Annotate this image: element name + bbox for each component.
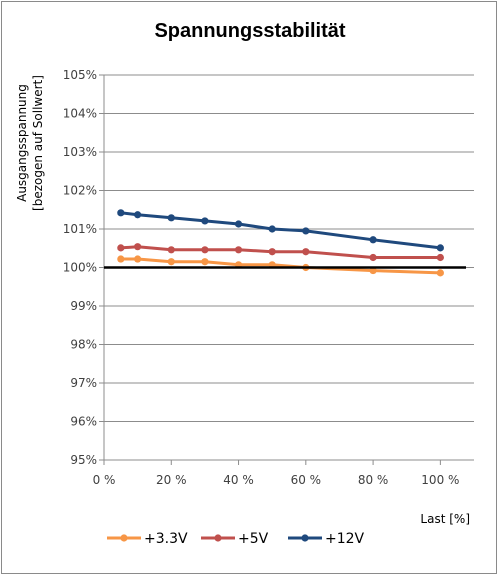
y-tick-labels: 95% 96% 97% 98% 99% 100% 101% 102% 103% 104% 105%	[63, 68, 97, 467]
data-point	[436, 253, 444, 262]
y-tick-label: 98%	[70, 338, 97, 352]
data-point	[302, 227, 310, 235]
x-tick-label: 40 %	[223, 473, 254, 487]
legend-item: +3.3V	[107, 531, 188, 547]
data-point	[134, 211, 142, 219]
data-point	[167, 214, 175, 222]
chart-title: Spannungsstabilität	[154, 20, 345, 42]
data-point	[369, 253, 377, 262]
data-point	[268, 225, 276, 233]
series-1	[117, 243, 444, 262]
legend-label: +3.3V	[144, 531, 188, 547]
y-tick-label: 103%	[63, 145, 97, 159]
y-tick-label: 97%	[70, 376, 97, 390]
y-tick-label: 99%	[70, 299, 97, 313]
y-tick-label: 102%	[63, 184, 97, 198]
data-point	[268, 248, 276, 256]
y-axis-label-line-2: [bezogen auf Sollwert]	[31, 75, 45, 211]
data-point	[117, 244, 125, 252]
legend-label: +12V	[325, 531, 365, 547]
x-tick-labels: 0 % 20 % 40 % 60 % 80 % 100 %	[93, 473, 460, 487]
data-point	[436, 244, 444, 252]
legend: +3.3V +5V +12V	[107, 531, 365, 547]
y-axis-label: Ausgangsspannung [bezogen auf Sollwert]	[15, 75, 45, 211]
y-tick-label: 101%	[63, 222, 97, 236]
data-point	[234, 246, 243, 254]
legend-item: +5V	[201, 531, 269, 547]
data-point	[134, 255, 142, 263]
legend-marker	[301, 534, 309, 542]
x-tick-label: 80 %	[358, 473, 389, 487]
axes	[103, 75, 474, 465]
data-point	[134, 243, 142, 251]
x-tick-label: 20 %	[156, 473, 187, 487]
y-tick-label: 105%	[63, 68, 97, 82]
data-point	[117, 209, 125, 217]
y-tick-label: 95%	[70, 453, 97, 467]
legend-label: +5V	[238, 531, 269, 547]
x-axis-label: Last [%]	[420, 512, 470, 526]
x-tick-label: 100 %	[421, 473, 459, 487]
data-point	[201, 258, 209, 266]
data-point	[436, 269, 444, 277]
data-point	[201, 217, 209, 225]
x-tick-label: 0 %	[93, 473, 116, 487]
data-point	[302, 248, 310, 256]
data-point	[167, 258, 175, 266]
series-layer	[117, 209, 444, 277]
legend-marker	[214, 534, 222, 542]
data-point	[369, 236, 377, 244]
y-axis-label-line-1: Ausgangsspannung	[15, 84, 29, 202]
y-tick-label: 96%	[70, 415, 97, 429]
data-point	[369, 266, 377, 275]
data-point	[167, 246, 175, 254]
legend-item: +12V	[288, 531, 365, 547]
y-tick-label: 104%	[63, 107, 97, 121]
data-point	[201, 246, 209, 254]
legend-marker	[120, 534, 128, 542]
y-tick-label: 100%	[63, 261, 97, 275]
data-point	[117, 255, 125, 263]
data-point	[234, 220, 243, 228]
x-tick-label: 60 %	[291, 473, 322, 487]
series-2	[117, 209, 444, 252]
